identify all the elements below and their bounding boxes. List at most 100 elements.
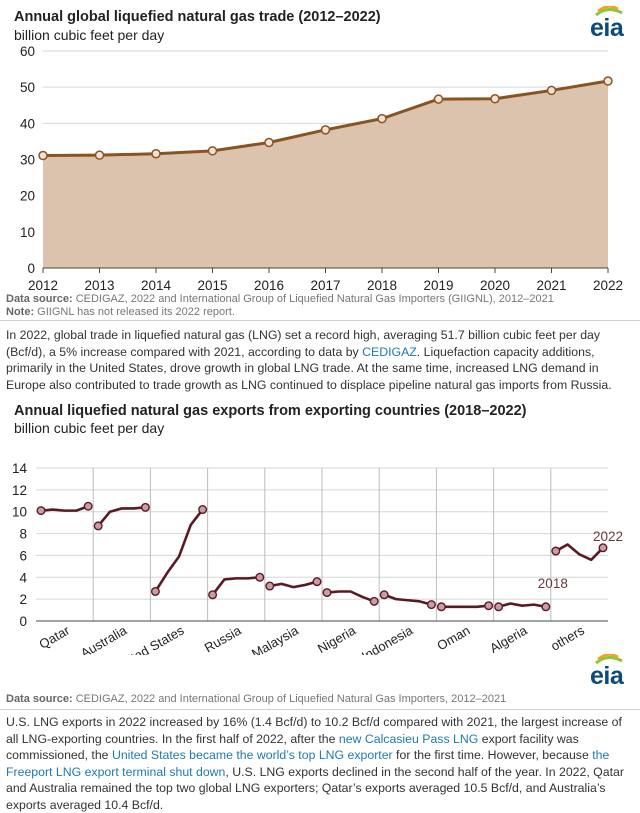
chart2-endpoint-marker bbox=[379, 590, 389, 600]
chart1-x-tick-label: 2018 bbox=[367, 278, 397, 293]
divider bbox=[0, 320, 640, 321]
chart2-category-label: Qatar bbox=[36, 622, 72, 652]
paragraph1-text-b: . Liquefaction capacity additions, prima… bbox=[6, 344, 612, 392]
chart2-category-label: others bbox=[548, 622, 587, 653]
chart1-y-tick-label: 10 bbox=[20, 225, 35, 240]
chart2-endpoint-marker bbox=[208, 590, 218, 600]
chart2-y-tick-label: 2 bbox=[19, 592, 27, 607]
chart1-x-tick-label: 2012 bbox=[28, 278, 58, 293]
chart2-y-tick-label: 14 bbox=[12, 461, 28, 476]
chart2-category-label: Algeria bbox=[487, 622, 530, 655]
chart2-endpoint-marker bbox=[265, 581, 275, 591]
chart2-series-line bbox=[498, 602, 547, 609]
chart1-y-tick-label: 20 bbox=[20, 189, 35, 204]
chart1-data-point bbox=[94, 150, 105, 160]
chart2-category-label: Oman bbox=[434, 623, 472, 654]
freeport-link[interactable]: the Freeport LNG export terminal shut do… bbox=[6, 748, 610, 779]
chart1-x-tick-label: 2015 bbox=[197, 278, 227, 293]
chart2-series-line bbox=[441, 604, 489, 609]
divider-2 bbox=[0, 709, 640, 710]
paragraph2-text-a: U.S. LNG exports in 2022 increased by 16… bbox=[6, 715, 622, 746]
chart2-series-line bbox=[555, 543, 604, 562]
eia-logo-bottom: eia bbox=[586, 654, 630, 690]
chart1-source-label: Data source: bbox=[6, 293, 73, 305]
chart1-data-point bbox=[546, 85, 557, 96]
chart2-series-line bbox=[97, 506, 146, 527]
chart2-endpoint-marker bbox=[36, 506, 46, 516]
paragraph1: In 2022, global trade in liquefied natur… bbox=[6, 327, 628, 393]
chart1-data-point bbox=[38, 150, 48, 161]
chart1-note: Note: GIIGNL has not released its 2022 r… bbox=[6, 306, 235, 318]
chart1-x-tick-label: 2020 bbox=[480, 278, 510, 293]
chart2-endpoint-marker bbox=[93, 521, 103, 531]
chart1-x-tick-label: 2014 bbox=[141, 278, 172, 293]
chart2-series-line bbox=[383, 593, 432, 606]
chart2-category-label: Indonesia bbox=[359, 622, 416, 655]
chart1-data-point bbox=[433, 94, 444, 104]
chart1-y-tick-label: 30 bbox=[20, 153, 35, 168]
chart1-y-tick-label: 40 bbox=[20, 116, 35, 131]
chart2-endpoint-marker bbox=[322, 588, 332, 598]
chart2-series-line bbox=[269, 580, 318, 589]
paragraph1-text-a: In 2022, global trade in liquefied natur… bbox=[6, 328, 601, 359]
chart2-endpoint-marker bbox=[150, 586, 160, 596]
chart1-x-tick-label: 2021 bbox=[536, 278, 566, 293]
paragraph2-text-b: export facility was commissioned, the bbox=[6, 731, 579, 763]
chart2-endpoint-marker bbox=[255, 572, 265, 582]
chart1-x-tick-label: 2016 bbox=[254, 278, 284, 293]
chart1-data-point bbox=[320, 125, 331, 135]
paragraph2: U.S. LNG exports in 2022 increased by 16… bbox=[6, 714, 628, 813]
chart2-series-line bbox=[40, 505, 89, 512]
chart2-source: Data source: CEDIGAZ, 2022 and Internati… bbox=[6, 693, 506, 705]
eia-logo-bottom-text: eia bbox=[590, 662, 624, 690]
calcasieu-link[interactable]: new Calcasieu Pass LNG bbox=[338, 731, 479, 746]
chart1-area-chart: 0 10 20 30 40 50 60 2012 2013 2014 2015 2016 2017 201… bbox=[20, 44, 623, 293]
chart2-endpoint-marker bbox=[369, 596, 379, 606]
chart1-source-text: CEDIGAZ, 2022 and International Group of… bbox=[75, 293, 554, 305]
chart1-subtitle: billion cubic feet per day bbox=[14, 27, 165, 43]
chart1-x-tick-label: 2019 bbox=[423, 278, 453, 293]
chart2-source-label: Data source: bbox=[6, 693, 73, 705]
chart2-annotation-start-year: 2018 bbox=[538, 576, 568, 591]
chart1-x-tick-label: 2017 bbox=[310, 278, 340, 293]
chart1-note-label: Note: bbox=[6, 306, 35, 318]
chart2-endpoint-marker bbox=[198, 505, 208, 515]
chart1-data-point bbox=[490, 93, 500, 104]
chart2-series-line bbox=[326, 590, 375, 603]
cedigaz-link[interactable]: CEDIGAZ bbox=[362, 344, 417, 359]
chart2-y-tick-label: 6 bbox=[19, 548, 27, 563]
chart1-note-text: GIIGNL has not released its 2022 report. bbox=[37, 306, 235, 318]
chart2-annotation-end-year: 2022 bbox=[593, 529, 623, 544]
chart2-subtitle: billion cubic feet per day bbox=[14, 420, 165, 436]
paragraph2-text-c: for the first time. However, because bbox=[392, 748, 593, 762]
top-exporter-link[interactable]: United States became the world’s top LNG… bbox=[111, 748, 393, 762]
chart2-y-tick-label: 0 bbox=[19, 614, 27, 629]
chart1-x-tick-label: 2013 bbox=[84, 278, 114, 293]
chart2-category-label: Nigeria bbox=[315, 622, 359, 655]
chart1-data-point bbox=[264, 137, 274, 148]
chart2-endpoint-marker bbox=[312, 577, 322, 587]
chart2-endpoint-marker bbox=[436, 602, 446, 612]
chart2-title: Annual liquefied natural gas exports fro… bbox=[14, 403, 527, 419]
chart1-y-tick-label: 50 bbox=[20, 80, 35, 95]
paragraph2-text-d: , U.S. LNG exports declined in the secon… bbox=[6, 764, 624, 812]
chart2-series-line bbox=[211, 575, 260, 596]
eia-logo: eia bbox=[586, 6, 630, 42]
chart1-title: Annual global liquefied natural gas trad… bbox=[14, 9, 381, 25]
chart2-source-text: CEDIGAZ, 2022 and International Group of… bbox=[75, 693, 507, 705]
chart2-endpoint-marker bbox=[83, 501, 93, 511]
chart2-y-tick-label: 12 bbox=[12, 483, 27, 498]
eia-logo-text: eia bbox=[590, 14, 624, 42]
chart2-endpoint-marker bbox=[140, 502, 150, 512]
chart1-data-point bbox=[151, 148, 161, 159]
chart2-endpoint-marker bbox=[426, 600, 436, 610]
chart1-y-tick-label: 0 bbox=[27, 261, 35, 276]
chart2-y-tick-label: 8 bbox=[19, 527, 27, 542]
chart2-series-line bbox=[154, 508, 204, 593]
chart1-source: Data source: CEDIGAZ, 2022 and Internati… bbox=[6, 293, 554, 305]
chart1-y-tick-label: 60 bbox=[20, 44, 35, 59]
chart2-endpoint-marker bbox=[598, 543, 608, 553]
chart1-x-tick-label: 2022 bbox=[593, 278, 623, 293]
chart2-endpoint-marker bbox=[541, 602, 551, 612]
